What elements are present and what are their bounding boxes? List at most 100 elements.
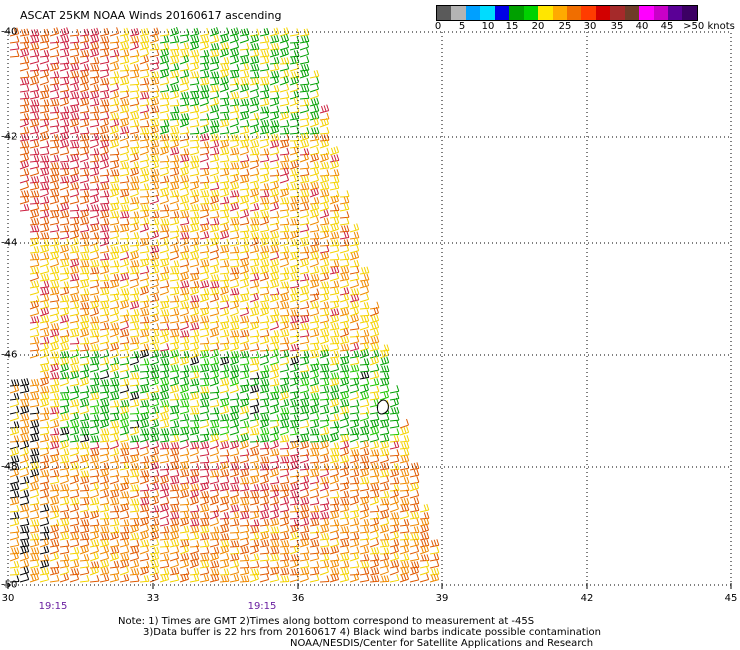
wind-barb xyxy=(359,364,370,373)
wind-barb xyxy=(119,378,130,387)
wind-barb xyxy=(129,484,140,492)
wind-barb xyxy=(129,133,140,142)
wind-barb xyxy=(179,271,189,282)
wind-barb xyxy=(149,286,160,296)
wind-barb xyxy=(249,572,259,583)
wind-barb xyxy=(109,175,120,184)
wind-barb xyxy=(29,105,40,114)
wind-barb xyxy=(99,197,110,205)
wind-barb xyxy=(119,182,130,191)
wind-barb xyxy=(119,399,130,408)
wind-barb xyxy=(9,50,20,58)
wind-barb xyxy=(199,280,210,289)
wind-barb xyxy=(139,245,150,254)
wind-barb xyxy=(59,386,70,394)
wind-barb xyxy=(19,28,30,37)
wind-barb xyxy=(189,365,200,373)
wind-barb xyxy=(269,330,280,338)
wind-barb xyxy=(39,526,50,534)
wind-barb xyxy=(269,161,280,170)
wind-barb xyxy=(369,335,380,345)
wind-barb xyxy=(279,33,290,44)
wind-barb xyxy=(159,244,170,254)
wind-barb xyxy=(79,337,90,345)
wind-barb xyxy=(329,194,339,205)
wind-barb xyxy=(169,484,180,492)
wind-barb xyxy=(329,392,340,401)
wind-barb xyxy=(139,69,150,79)
wind-barb xyxy=(379,469,390,478)
wind-barb xyxy=(249,372,260,380)
wind-barb-swath xyxy=(9,26,440,583)
wind-barb xyxy=(79,238,90,247)
wind-barb xyxy=(299,182,310,191)
wind-barb xyxy=(129,294,140,303)
wind-barb xyxy=(259,272,270,282)
wind-barb xyxy=(169,244,180,254)
wind-barb xyxy=(369,449,380,457)
wind-barb xyxy=(169,90,180,100)
wind-barb xyxy=(69,406,80,415)
wind-barb xyxy=(209,469,220,478)
wind-barb xyxy=(319,364,330,373)
wind-barb xyxy=(29,525,40,534)
wind-barb xyxy=(209,210,220,219)
wind-barb xyxy=(109,313,119,324)
wind-barb xyxy=(179,511,190,520)
wind-barb xyxy=(309,455,320,464)
wind-barb xyxy=(369,342,380,352)
wind-barb xyxy=(209,112,220,121)
wind-barb xyxy=(99,405,110,415)
wind-barb xyxy=(119,314,130,324)
wind-barb xyxy=(259,70,270,79)
wind-barb xyxy=(309,343,320,352)
wind-barb xyxy=(59,301,70,310)
wind-barb xyxy=(69,83,80,93)
wind-barb xyxy=(29,90,40,100)
wind-barb xyxy=(149,251,160,261)
wind-barb xyxy=(109,505,120,513)
wind-barb xyxy=(79,413,90,422)
wind-barb xyxy=(19,133,30,142)
wind-barb xyxy=(249,203,260,212)
wind-barb xyxy=(209,161,220,170)
wind-barb xyxy=(69,497,80,506)
wind-barb xyxy=(169,175,180,184)
wind-barb xyxy=(9,511,20,520)
wind-barb xyxy=(219,82,229,93)
wind-barb xyxy=(49,83,60,93)
wind-barb xyxy=(179,315,190,324)
wind-barb xyxy=(89,343,100,352)
wind-barb xyxy=(89,322,100,331)
wind-barb xyxy=(229,134,240,142)
wind-barb xyxy=(69,370,80,380)
wind-barb xyxy=(39,161,50,170)
wind-barb xyxy=(249,300,260,310)
wind-barb xyxy=(229,55,240,65)
wind-barb xyxy=(259,197,270,205)
wind-barb xyxy=(229,259,240,268)
wind-barb xyxy=(149,546,160,555)
wind-barb xyxy=(279,320,289,331)
wind-barb xyxy=(179,343,190,352)
wind-barb xyxy=(139,47,149,58)
wind-barb xyxy=(59,34,70,44)
wind-barb xyxy=(269,356,280,366)
wind-barb xyxy=(259,237,270,247)
wind-barb xyxy=(209,560,220,569)
wind-barb xyxy=(169,469,180,478)
wind-barb xyxy=(59,96,69,107)
wind-barb xyxy=(329,421,340,429)
wind-barb xyxy=(389,449,400,457)
wind-barb xyxy=(339,567,350,576)
wind-barb xyxy=(149,259,160,268)
wind-barb xyxy=(329,295,340,303)
wind-barb xyxy=(139,552,150,562)
wind-barb xyxy=(99,428,110,436)
wind-barb xyxy=(309,497,320,506)
wind-barb xyxy=(79,118,90,128)
wind-barb xyxy=(249,320,259,331)
wind-barb xyxy=(29,280,40,289)
wind-barb xyxy=(359,483,370,492)
